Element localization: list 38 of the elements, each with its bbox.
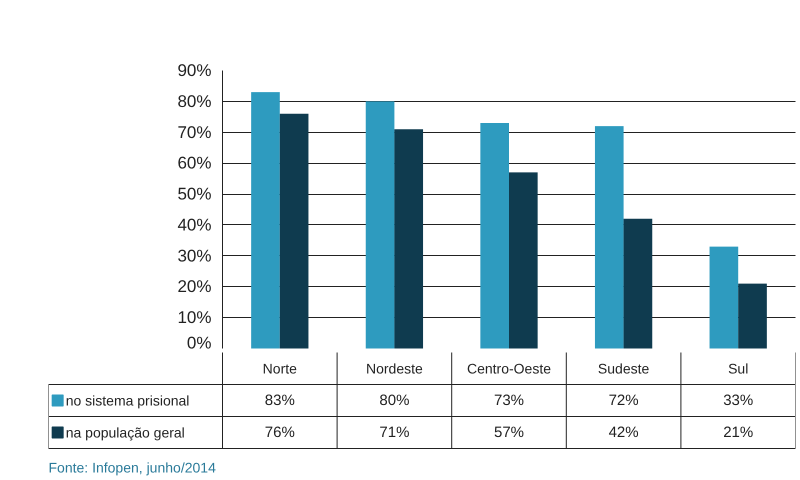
text: 21% [723,424,754,441]
bar [710,246,738,348]
y-tick-label: 80% [177,92,212,111]
y-tick-label: 20% [177,277,212,296]
text: 72% [608,392,639,409]
y-tick-label: 40% [177,215,212,234]
bar [509,172,538,348]
text: 33% [723,392,754,409]
y-tick-label: 50% [177,184,212,204]
x-tick-label: Norte [262,360,298,376]
x-tick-label: Nordeste [366,360,424,376]
bar [594,126,624,348]
bar [394,129,424,348]
y-tick-label: 0% [186,334,212,352]
bar [251,92,280,348]
text: 80% [379,392,410,409]
bar [738,284,767,348]
bar [624,218,652,348]
source-note: Fonte: Infopen, junho/2014 [48,460,216,476]
text: 71% [379,424,410,441]
y-tick-label: 60% [177,154,212,173]
bar [366,101,394,348]
text: 42% [608,424,639,441]
x-tick-label: Sul [728,360,748,376]
text: 76% [264,424,295,441]
legend-label: na população geral [66,424,185,440]
text: 73% [494,392,524,409]
y-tick-label: 10% [177,308,212,328]
legend-label: no sistema prisional [66,392,190,408]
y-tick-label: 30% [177,246,212,266]
text: 83% [264,392,295,409]
y-tick-label: 70% [177,122,212,142]
x-tick-label: Centro-Oeste [466,360,552,376]
x-tick-label: Sudeste [598,360,650,376]
text: 57% [494,424,524,441]
bar [480,123,509,348]
y-tick-label: 90% [177,61,212,80]
bar [280,114,308,348]
